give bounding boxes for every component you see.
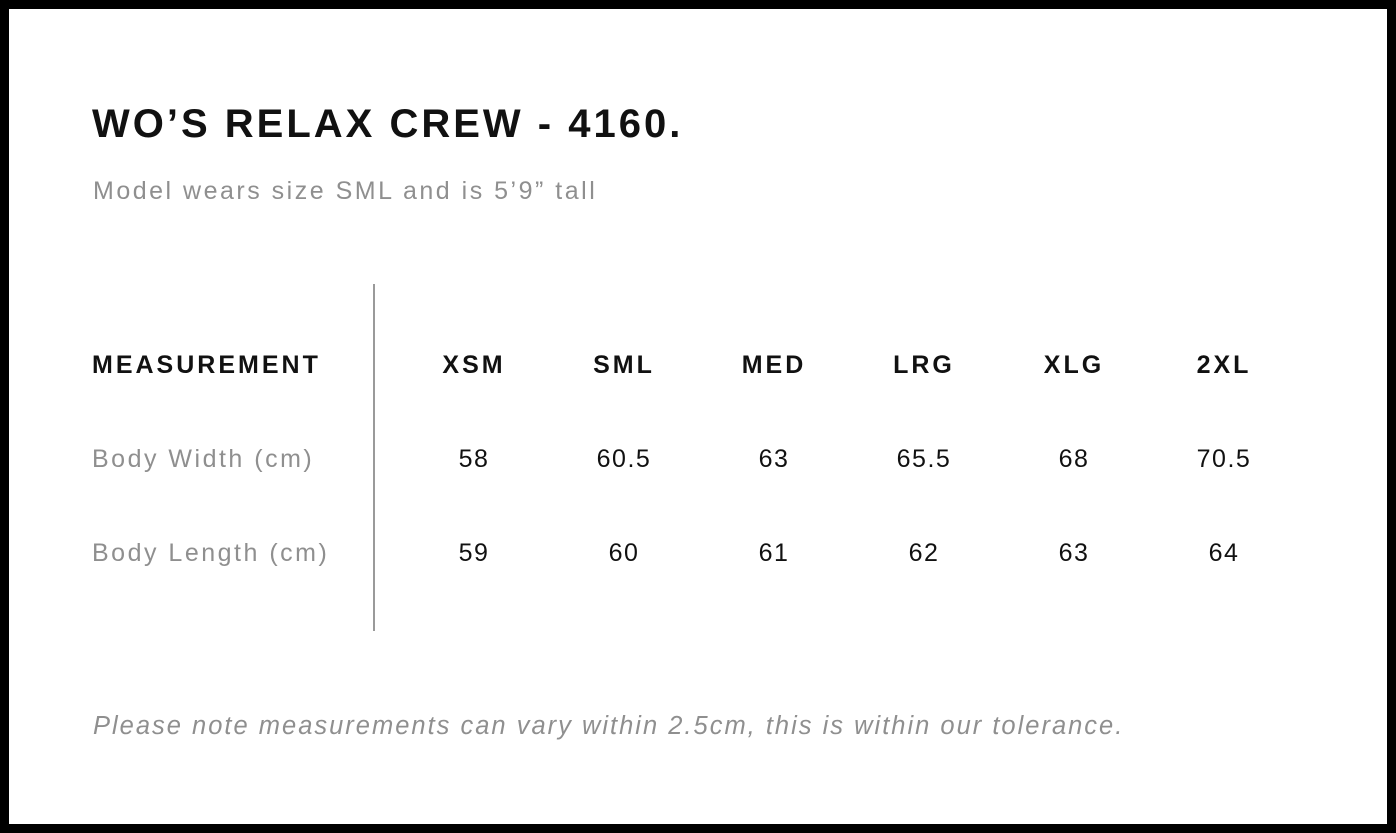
- size-header-lrg: LRG: [893, 351, 955, 379]
- body-width-2xl: 70.5: [1196, 445, 1252, 473]
- body-width-lrg: 65.5: [896, 445, 952, 473]
- tolerance-note: Please note measurements can vary within…: [93, 712, 1125, 740]
- row-label-body-width: Body Width (cm): [92, 445, 315, 473]
- body-length-xlg: 63: [1058, 539, 1090, 567]
- row-label-body-length: Body Length (cm): [92, 539, 330, 567]
- size-header-med: MED: [741, 351, 807, 379]
- size-header-2xl: 2XL: [1196, 351, 1252, 379]
- body-length-lrg: 62: [908, 539, 940, 567]
- body-length-2xl: 64: [1208, 539, 1240, 567]
- size-header-xsm: XSM: [442, 351, 506, 379]
- table-row-body-length: Body Length (cm) 59 60 61 62 63 64: [92, 541, 1299, 566]
- measurement-column-header: MEASUREMENT: [92, 351, 321, 379]
- body-length-med: 61: [758, 539, 790, 567]
- body-width-xlg: 68: [1058, 445, 1090, 473]
- body-width-xsm: 58: [458, 445, 490, 473]
- table-row-body-width: Body Width (cm) 58 60.5 63 65.5 68 70.5: [92, 447, 1299, 472]
- model-size-note: Model wears size SML and is 5’9” tall: [93, 177, 598, 205]
- size-header-xlg: XLG: [1043, 351, 1105, 379]
- page-title: WO’S RELAX CREW - 4160.: [92, 102, 684, 146]
- size-table-header-row: MEASUREMENT XSM SML MED LRG XLG 2XL: [92, 353, 1299, 378]
- body-length-sml: 60: [608, 539, 640, 567]
- body-width-med: 63: [758, 445, 790, 473]
- body-length-xsm: 59: [458, 539, 490, 567]
- size-header-sml: SML: [593, 351, 655, 379]
- table-vertical-divider: [373, 284, 375, 631]
- body-width-sml: 60.5: [596, 445, 652, 473]
